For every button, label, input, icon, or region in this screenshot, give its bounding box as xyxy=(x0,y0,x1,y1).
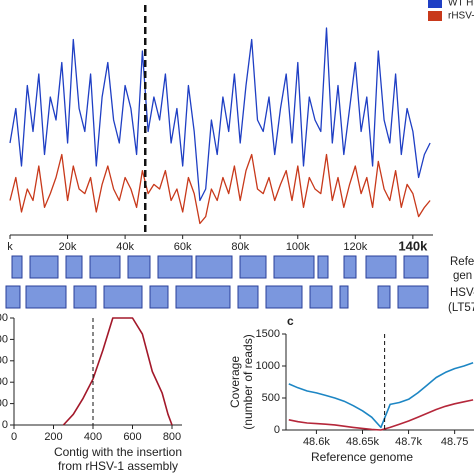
gene xyxy=(103,285,143,309)
gene xyxy=(127,255,151,279)
y-tick-label: 0 xyxy=(274,424,280,436)
gene-annotation xyxy=(5,255,429,309)
x-tick-label: 200 xyxy=(44,431,62,443)
annotation-label: HSV-1 xyxy=(450,287,474,299)
y-tick-label: 1000 xyxy=(256,360,280,372)
y-tick-label: 400 xyxy=(0,376,8,388)
x-tick-label: 100k xyxy=(286,241,310,253)
x-tick-label: 600 xyxy=(123,431,141,443)
gene xyxy=(239,255,267,279)
gene xyxy=(339,285,349,309)
panel-label: c xyxy=(287,314,294,328)
x-tick-label: 48.65k xyxy=(346,436,380,448)
series-line xyxy=(288,399,474,431)
gene xyxy=(149,285,169,309)
x-axis-label: from rHSV-1 assembly xyxy=(58,459,178,473)
x-axis-label: Contig with the insertion xyxy=(54,445,182,459)
x-tick-label: 60k xyxy=(174,241,192,253)
x-tick-label: k xyxy=(7,241,13,253)
series-line xyxy=(9,27,431,202)
gene xyxy=(25,285,67,309)
x-tick-label: 120k xyxy=(343,241,367,253)
legend-swatch xyxy=(428,11,442,21)
gene xyxy=(365,255,397,279)
x-axis-label: Reference genome xyxy=(311,450,413,464)
gene xyxy=(195,255,233,279)
y-tick-label: 1000 xyxy=(0,312,8,324)
x-tick-label: 800 xyxy=(163,431,181,443)
annotation-label: (LT57 xyxy=(448,302,474,314)
y-axis-label: (number of reads) xyxy=(241,334,255,429)
gene xyxy=(343,255,357,279)
series-line xyxy=(288,362,474,429)
x-tick-label: 48.75 xyxy=(441,436,469,448)
x-tick-label: 40k xyxy=(116,241,134,253)
y-tick-label: 0 xyxy=(2,419,8,431)
gene xyxy=(5,285,21,309)
x-tick-label: 48.7k xyxy=(395,436,422,448)
x-tick-label: 48.6k xyxy=(303,436,330,448)
x-tick-label: 20k xyxy=(59,241,77,253)
y-tick-label: 200 xyxy=(0,398,8,410)
gene xyxy=(397,285,429,309)
y-tick-label: 800 xyxy=(0,333,8,345)
x-tick-label: 400 xyxy=(84,431,102,443)
gene xyxy=(273,255,315,279)
series-line xyxy=(9,153,431,225)
gene xyxy=(89,255,121,279)
y-tick-label: 600 xyxy=(0,355,8,367)
gene xyxy=(317,255,329,279)
gene xyxy=(377,285,391,309)
legend-label: WT HS xyxy=(448,0,474,9)
series-line xyxy=(62,317,173,426)
y-axis-label: Coverage xyxy=(228,356,242,408)
gene xyxy=(11,255,23,279)
gene xyxy=(309,285,333,309)
x-tick-label: 80k xyxy=(231,241,249,253)
y-tick-label: 500 xyxy=(262,392,280,404)
gene xyxy=(237,285,259,309)
annotation-label: gen xyxy=(453,270,472,282)
gene xyxy=(65,255,83,279)
gene xyxy=(157,255,193,279)
gene xyxy=(175,285,231,309)
legend-swatch xyxy=(428,0,442,8)
legend-label: rHSV-1 xyxy=(448,11,474,22)
y-tick-label: 1500 xyxy=(256,328,280,340)
gene xyxy=(265,285,303,309)
gene xyxy=(73,285,97,309)
annotation-label: Refe xyxy=(450,256,474,268)
x-tick-label: 140k xyxy=(398,238,428,253)
gene xyxy=(29,255,59,279)
gene xyxy=(403,255,429,279)
x-tick-label: 0 xyxy=(11,431,17,443)
